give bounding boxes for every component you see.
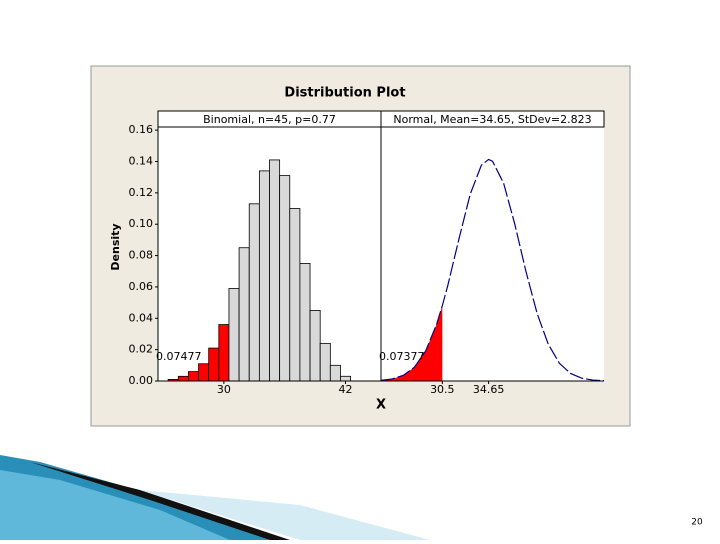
y-tick-label: 0.14 <box>129 154 154 167</box>
swoosh <box>30 462 290 540</box>
y-tick-label: 0.10 <box>129 217 154 230</box>
bar <box>198 363 210 382</box>
panel-subtitle: Normal, Mean=34.65, StDev=2.823 <box>393 113 591 126</box>
bar <box>177 375 189 382</box>
bar <box>299 263 311 382</box>
bar <box>269 159 281 382</box>
y-tick-label: 0.12 <box>129 186 154 199</box>
y-tick-label: 0.08 <box>129 249 154 262</box>
x-tick-label: 30 <box>217 383 231 396</box>
page-number: 20 <box>691 518 703 528</box>
bar <box>258 170 270 382</box>
bar <box>340 375 351 382</box>
annotation: 0.07377 <box>379 350 425 363</box>
y-tick-label: 0.06 <box>129 280 154 293</box>
y-tick-label: 0.04 <box>129 311 154 324</box>
y-tick-label: 0.16 <box>129 123 154 136</box>
bar <box>218 324 230 382</box>
chart-title: Distribution Plot <box>284 86 405 101</box>
x-axis-label: X <box>376 398 386 413</box>
panel-strip <box>380 110 605 128</box>
bar <box>329 364 341 382</box>
bar <box>248 203 260 382</box>
y-tick-label: 0.00 <box>129 374 154 387</box>
plot-area <box>381 127 604 381</box>
bar <box>188 371 199 382</box>
x-tick-label: 34.65 <box>473 383 505 396</box>
y-axis-label: Density <box>109 223 122 270</box>
bar <box>208 347 220 382</box>
bar <box>228 288 240 382</box>
annotation: 0.07477 <box>156 350 202 363</box>
y-tick-label: 0.02 <box>129 343 154 356</box>
density-curve <box>380 158 605 382</box>
swoosh <box>140 490 430 540</box>
bar <box>279 175 291 382</box>
bar <box>319 342 331 382</box>
x-tick-label: 42 <box>339 383 353 396</box>
decoration <box>0 455 430 540</box>
x-tick-label: 30.5 <box>430 383 455 396</box>
bar <box>289 208 301 382</box>
shaded-area <box>381 305 443 381</box>
bar <box>238 247 250 382</box>
swoosh <box>0 470 230 540</box>
bar <box>309 310 321 382</box>
panel-subtitle: Binomial, n=45, p=0.77 <box>203 113 336 126</box>
